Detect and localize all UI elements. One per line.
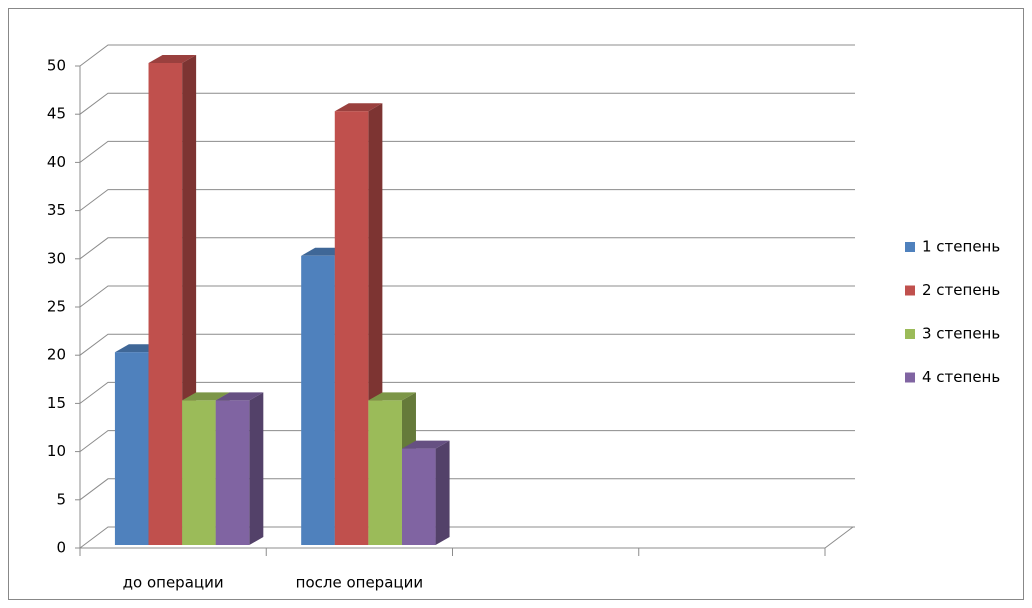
grid-line (79, 140, 855, 163)
grid-line (79, 333, 855, 356)
bar-top (182, 392, 230, 401)
y-tick-label: 40 (47, 153, 66, 171)
bar (182, 400, 216, 545)
grid-line (79, 381, 855, 404)
legend-swatch (905, 372, 915, 383)
y-tick-label: 50 (47, 57, 66, 75)
y-tick-label: 10 (47, 442, 66, 460)
grid-line (79, 92, 855, 115)
y-tick-label: 30 (47, 249, 66, 267)
bar (368, 400, 402, 545)
y-tick-label: 5 (56, 490, 66, 508)
legend-label: 4 степень (922, 368, 1000, 386)
y-tick-label: 35 (47, 201, 66, 219)
y-tick-label: 25 (47, 298, 66, 316)
legend-label: 1 степень (922, 238, 1000, 256)
bar-top (334, 103, 383, 112)
bar-side (249, 392, 264, 545)
grid-line (79, 430, 855, 453)
bar-top (401, 440, 450, 449)
bar-top (368, 392, 416, 401)
grid-line (79, 285, 855, 308)
bar (114, 352, 149, 545)
bar (148, 63, 183, 545)
x-tick-label: после операции (296, 574, 423, 592)
grid-line (79, 526, 855, 549)
y-tick-label: 0 (56, 539, 66, 557)
y-tick-label: 15 (47, 394, 66, 412)
grid-line (79, 44, 855, 67)
bar (401, 448, 436, 545)
legend-label: 2 степень (922, 281, 1000, 299)
y-tick-label: 20 (47, 346, 66, 364)
x-tick-label: до операции (123, 574, 224, 592)
grid-line (79, 237, 855, 260)
bar (301, 255, 335, 546)
bar-top (148, 55, 197, 63)
y-tick-label: 45 (47, 105, 66, 123)
legend-swatch (905, 329, 915, 339)
legend-label: 3 степень (922, 325, 1000, 343)
grid-line (79, 478, 855, 501)
bar (334, 111, 369, 545)
bar-side (435, 440, 450, 545)
legend-swatch (905, 242, 915, 252)
grid-line (79, 189, 855, 212)
bar (215, 400, 250, 545)
legend-swatch (905, 285, 915, 296)
bar-top (215, 392, 264, 401)
